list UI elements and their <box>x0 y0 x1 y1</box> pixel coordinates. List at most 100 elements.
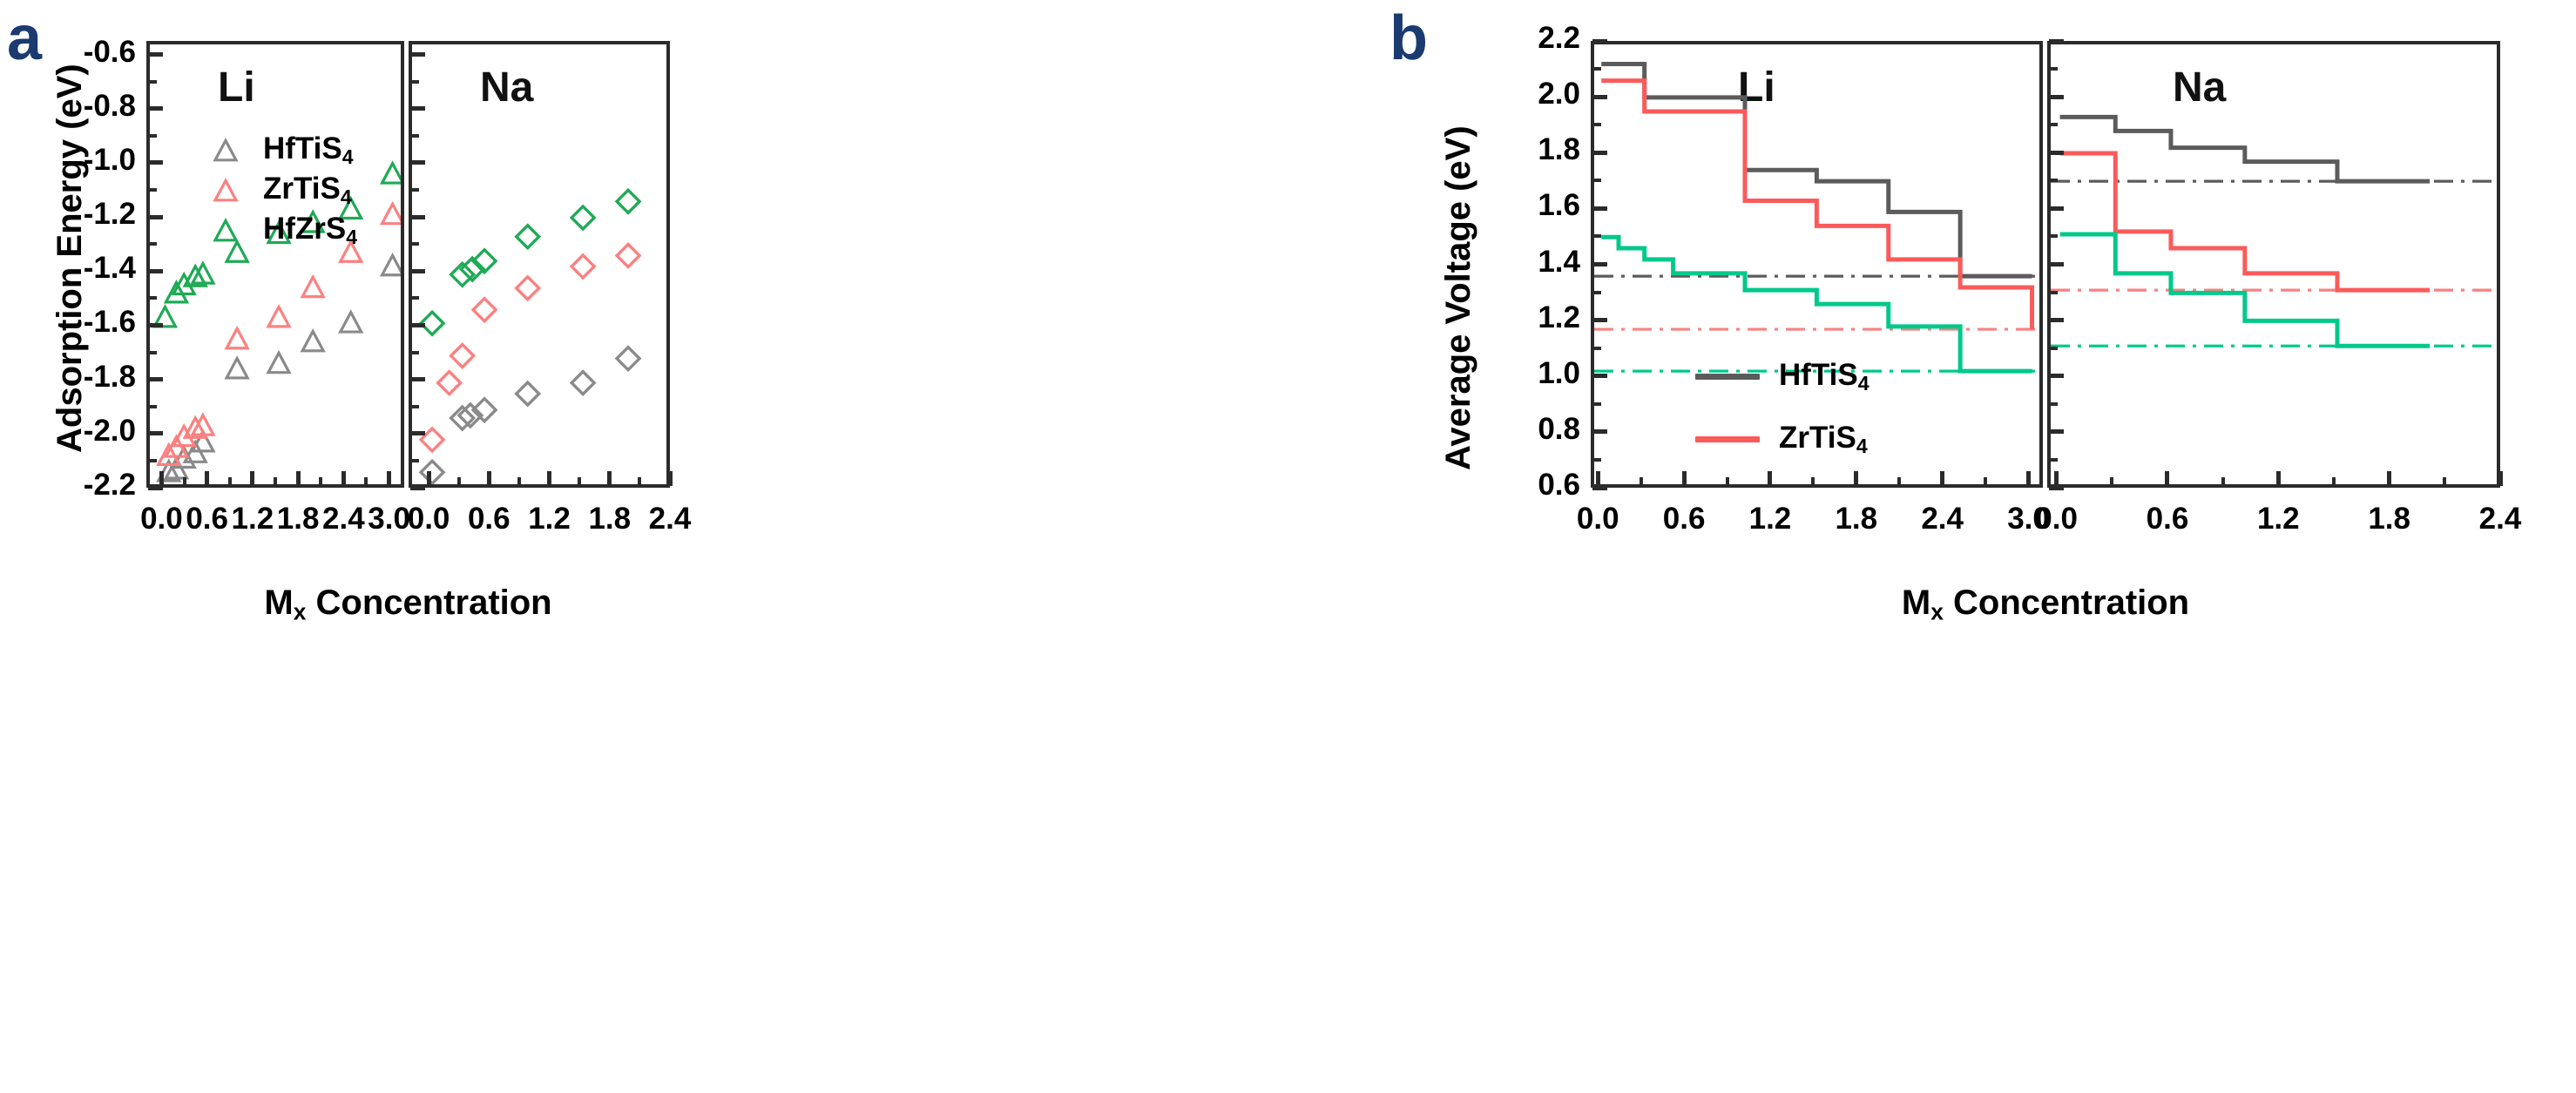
step-curve <box>2059 151 2431 293</box>
step-curve <box>2059 114 2431 184</box>
y-tick-minor <box>410 242 419 246</box>
data-point <box>418 458 446 484</box>
x-tick-minor <box>2331 477 2336 486</box>
x-tick-label: 1.8 <box>1835 502 1878 536</box>
y-tick-major <box>148 485 163 490</box>
y-tick-minor <box>1592 457 1601 462</box>
x-tick-major <box>2498 471 2503 486</box>
y-tick-label: -0.8 <box>83 88 136 123</box>
y-tick-major <box>2049 94 2064 99</box>
x-tick-major <box>2387 471 2392 486</box>
x-tick-minor <box>319 477 323 486</box>
y-tick-major <box>2049 262 2064 267</box>
legend-item-hfzrs4: HfZrS4 <box>1690 470 1873 484</box>
legend-label-base: ZrTiS <box>263 171 341 206</box>
x-axis-label-a-sub: x <box>293 598 307 625</box>
y-tick-major <box>410 485 425 490</box>
x-tick-label: 3.0 <box>2007 502 2050 536</box>
x-tick-label: 2.4 <box>2478 502 2522 536</box>
y-axis-label-b: Average Voltage (eV) <box>1439 125 1477 470</box>
y-tick-minor <box>148 133 157 138</box>
y-tick-major <box>2049 374 2064 379</box>
y-tick-label: 1.6 <box>1538 188 1580 223</box>
y-tick-major <box>148 268 163 273</box>
y-tick-minor <box>148 458 157 462</box>
y-tick-major <box>1592 38 1607 44</box>
step-curve <box>1601 234 2032 374</box>
y-tick-major <box>1592 318 1607 323</box>
legend-triangle-marker <box>202 135 249 165</box>
x-tick-minor <box>2221 477 2225 486</box>
y-tick-major <box>2049 318 2064 323</box>
data-point <box>458 255 486 283</box>
x-axis-label-b-rest: Concentration <box>1943 584 2190 622</box>
y-tick-major <box>2049 150 2064 155</box>
y-tick-label: -2.2 <box>83 468 136 502</box>
legend-line-swatch <box>1690 435 1765 442</box>
y-tick-minor <box>2049 457 2058 462</box>
step-curve <box>2059 232 2431 348</box>
legend-label-base: HfZrS <box>1779 483 1862 484</box>
data-point <box>190 412 216 436</box>
data-point <box>156 458 182 482</box>
y-tick-major <box>148 377 163 382</box>
x-tick-label: 0.0 <box>1576 502 1619 536</box>
x-tick-major <box>159 471 164 486</box>
subpanel-title-a-li: Li <box>218 64 255 111</box>
x-tick-label: 1.2 <box>1748 502 1792 536</box>
x-tick-label: 0.6 <box>2146 502 2189 536</box>
data-point <box>338 309 364 334</box>
y-tick-major <box>148 106 163 111</box>
y-tick-minor <box>1592 290 1601 294</box>
data-point <box>614 242 642 269</box>
x-tick-label: 2.4 <box>1921 502 1964 536</box>
legend-label-base: HfTiS <box>263 131 342 165</box>
panel-label-b: b <box>1389 3 1428 73</box>
legend-item-zrtis4: ZrTiS4 <box>1690 408 1873 470</box>
x-tick-major <box>2026 471 2032 486</box>
x-tick-minor <box>1897 477 1902 486</box>
data-point <box>569 369 597 397</box>
data-point <box>224 239 250 263</box>
data-point <box>338 239 364 263</box>
data-point <box>379 200 401 226</box>
x-axis-label-a-main: M <box>264 584 294 622</box>
x-tick-label: 0.6 <box>467 502 510 536</box>
y-tick-minor <box>148 79 157 84</box>
legend-item-hftis4: HfTiS4 <box>1690 345 1873 408</box>
y-tick-major <box>410 214 425 219</box>
y-tick-minor <box>1592 179 1601 183</box>
data-point <box>300 209 326 233</box>
legend-label-base: ZrTiS <box>1779 420 1856 455</box>
y-tick-major <box>410 268 425 273</box>
legend-item-hfzrs4: HfZrS4 <box>202 210 357 250</box>
y-tick-major <box>1592 429 1607 435</box>
y-tick-label: -1.6 <box>83 305 136 340</box>
scatter-a-li <box>152 160 401 482</box>
data-point <box>152 304 179 328</box>
y-tick-major <box>148 160 163 165</box>
y-tick-minor <box>2049 179 2058 183</box>
y-tick-major <box>148 431 163 436</box>
y-tick-major <box>2049 429 2064 435</box>
x-tick-minor <box>1725 477 1729 486</box>
y-tick-minor <box>1592 67 1601 71</box>
x-axis-label-a-rest: Concentration <box>306 584 552 622</box>
data-point <box>470 296 498 324</box>
legend-label-subscript: 4 <box>1856 434 1868 457</box>
x-tick-label: 1.2 <box>528 502 571 536</box>
data-point <box>266 304 292 328</box>
data-point <box>224 355 250 380</box>
data-point <box>418 426 446 454</box>
data-point <box>300 328 326 353</box>
data-point <box>182 415 208 439</box>
x-axis-label-b-main: M <box>1901 584 1931 622</box>
x-tick-label: 3.0 <box>368 502 410 536</box>
legend-label-base: HfZrS <box>263 211 347 246</box>
legend-triangle-marker <box>202 175 249 205</box>
data-point <box>224 325 250 350</box>
y-tick-minor <box>2049 67 2058 71</box>
x-tick-minor <box>1811 477 1815 486</box>
x-tick-minor <box>227 477 232 486</box>
